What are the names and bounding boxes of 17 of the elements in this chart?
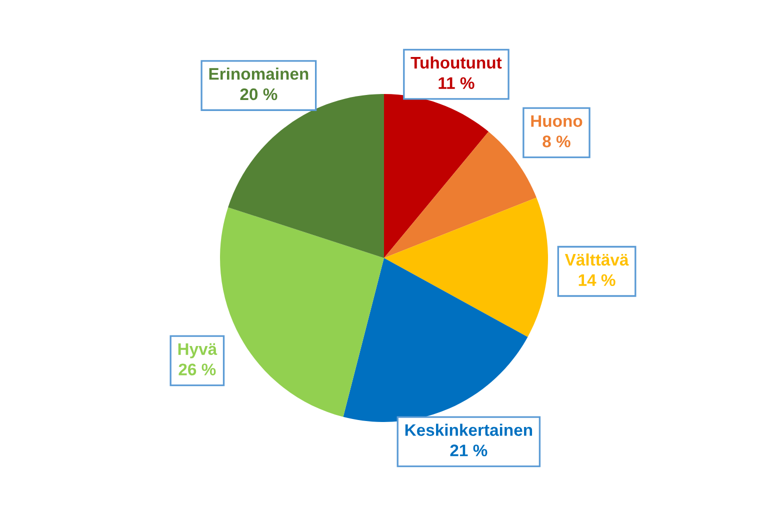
data-label: 8 % — [542, 136, 570, 148]
data-label: 11 % — [438, 77, 474, 89]
pie-slice — [384, 132, 536, 258]
pie-slice — [220, 207, 384, 417]
data-label: 20 % — [240, 88, 278, 100]
slice-label: Välttävä — [564, 253, 629, 266]
slice-label: Keskinkertainen — [405, 424, 532, 436]
slice-label: Erinomainen — [209, 68, 308, 80]
slice-label: Hyvä — [178, 343, 218, 358]
pie-slice — [343, 258, 528, 422]
pie-slice — [384, 198, 548, 338]
pie-slice — [384, 94, 489, 258]
data-label: 26 % — [178, 364, 216, 376]
data-label: 14 % — [578, 274, 616, 286]
slice-label: Huono — [531, 115, 582, 127]
data-label: 21 % — [450, 444, 488, 456]
slice-label: Tuhoutunut — [410, 56, 502, 69]
